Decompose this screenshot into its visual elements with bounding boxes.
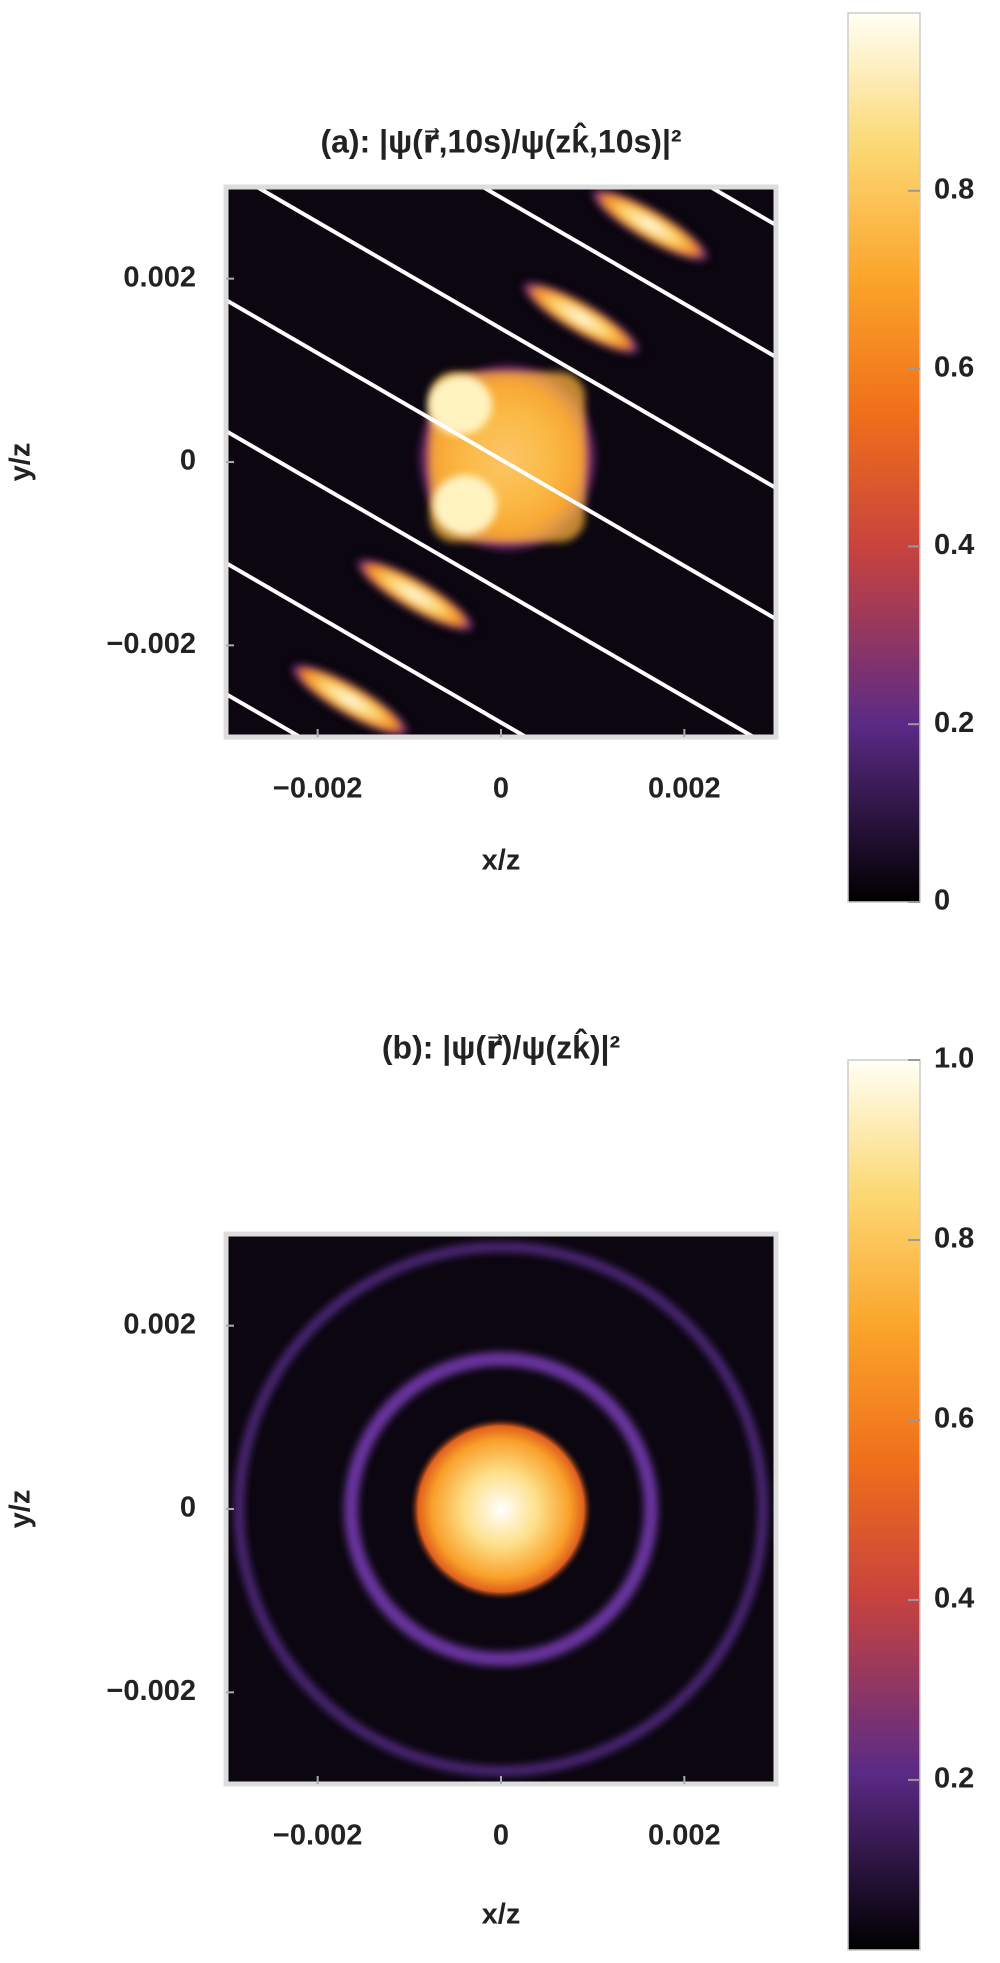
x-tick-label: 0.002: [648, 773, 721, 805]
heatmap-b: [226, 1234, 776, 1784]
colorbar-tick-label: 0.4: [934, 529, 974, 561]
y-tick-label: 0: [180, 445, 196, 477]
x-tick-label: 0.002: [648, 1820, 721, 1852]
x-tick-label: −0.002: [273, 773, 363, 805]
x-tick-label: 0: [493, 1820, 509, 1852]
colorbar-tick-label: 0.2: [934, 707, 974, 739]
heatmap-a: [226, 187, 776, 737]
node-lines: [226, 187, 776, 737]
colorbar: [847, 1059, 921, 1951]
colorbar-tick-label: 0.8: [934, 173, 974, 205]
colorbar-tick-label: 0.2: [934, 1763, 974, 1795]
x-axis-label: x/z: [482, 845, 521, 877]
y-tick-label: −0.002: [106, 628, 196, 660]
colorbar-tick-label: 0.4: [934, 1583, 974, 1615]
x-axis-label: x/z: [482, 1899, 521, 1931]
y-axis-label: y/z: [5, 1490, 37, 1529]
y-tick-label: 0.002: [123, 1308, 196, 1340]
chart-title: (a): |ψ(r⃗,10s)/ψ(zk̂,10s)|²: [320, 123, 681, 160]
y-axis-label: y/z: [5, 443, 37, 482]
colorbar-tick-label: 0.6: [934, 351, 974, 383]
chart-title: (b): |ψ(r⃗)/ψ(zk̂)|²: [382, 1029, 620, 1066]
y-tick-label: −0.002: [106, 1675, 196, 1707]
x-tick-label: 0: [493, 773, 509, 805]
colorbar-tick-label: 0.8: [934, 1223, 974, 1255]
colorbar-tick-label: 0.6: [934, 1403, 974, 1435]
colorbar-tick-label: 0: [934, 885, 950, 917]
x-tick-label: −0.002: [273, 1820, 363, 1852]
y-tick-label: 0: [180, 1492, 196, 1524]
colorbar-tick-label: 1.0: [934, 1043, 974, 1075]
colorbar: [847, 12, 921, 903]
y-tick-label: 0.002: [123, 261, 196, 293]
